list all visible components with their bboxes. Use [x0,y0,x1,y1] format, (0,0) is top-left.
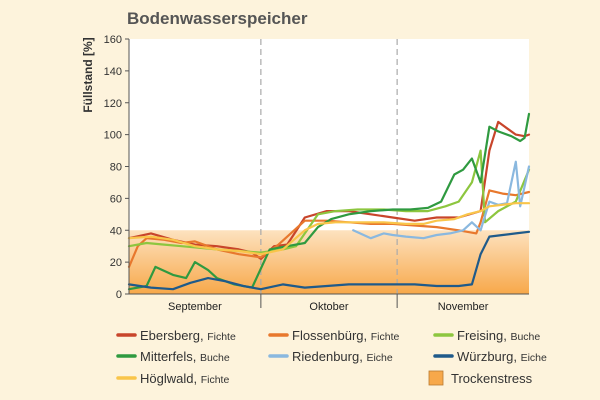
y-axis-label: Füllstand [%] [81,37,95,112]
series-layer [127,112,531,291]
chart-title: Bodenwasserspeicher [127,9,308,28]
y-tick-label: 100 [104,130,122,142]
y-tick-label: 60 [110,193,122,205]
axes: September Oktober November 0 20 40 60 80 100 120 1… [104,34,529,313]
month-label: September [168,301,222,313]
y-tick-label: 160 [104,34,122,46]
legend-entry: Ebersberg, Fichte [140,328,236,343]
y-tick-label: 20 [110,257,122,269]
series-line-mitterfels [127,112,531,291]
legend-entry: Flossenbürg, Fichte [292,328,400,343]
legend-entry: Freising, Buche [457,328,540,343]
legend-swatch-stress [428,370,444,386]
y-tick-label: 80 [110,162,122,174]
legend-entry: Mitterfels, Buche [140,349,230,364]
month-label: November [438,301,489,313]
series-line-wrzburg [127,230,531,291]
series-line-hglwald [127,202,531,256]
y-tick-label: 0 [116,289,122,301]
legend-entry: Riedenburg, Eiche [292,349,393,364]
series-line-riedenburg [352,160,531,240]
legend-entry-stress: Trockenstress [451,371,533,386]
legend-entry: Würzburg, Eiche [457,349,547,364]
y-tick-label: 40 [110,225,122,237]
y-tick-label: 120 [104,98,122,110]
legend: Ebersberg, Fichte Flossenbürg, Fichte Frei… [116,328,547,386]
legend-entry: Höglwald, Fichte [140,371,229,386]
y-tick-label: 140 [104,66,122,78]
month-label: Oktober [309,301,348,313]
